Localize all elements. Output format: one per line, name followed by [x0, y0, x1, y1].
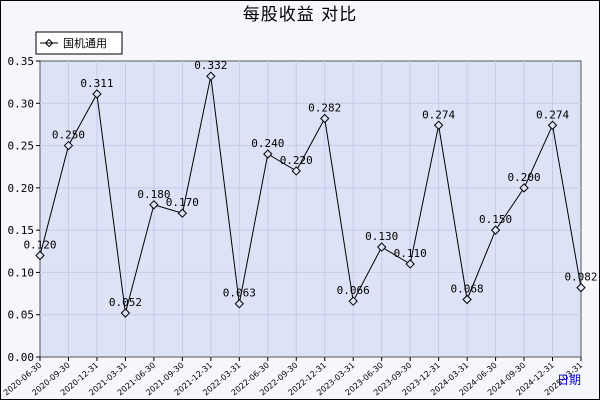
x-axis-label: 日期 — [557, 373, 581, 387]
data-label: 0.066 — [337, 284, 370, 297]
data-label: 0.120 — [23, 239, 56, 252]
grid-lines — [40, 61, 581, 357]
legend-series-name: 国机通用 — [63, 36, 107, 50]
data-point-marker — [519, 183, 529, 193]
legend-box — [35, 31, 123, 55]
data-label: 0.200 — [507, 171, 540, 184]
data-point-marker — [120, 308, 131, 318]
data-point-marker — [376, 242, 387, 252]
data-label: 0.220 — [280, 154, 313, 167]
legend: 国机通用 — [35, 31, 123, 55]
data-point-marker — [177, 208, 188, 218]
data-label: 0.274 — [536, 108, 569, 121]
data-label: 0.250 — [52, 129, 85, 142]
data-point-marker — [490, 225, 501, 235]
data-point-marker — [576, 282, 586, 293]
data-label: 0.068 — [451, 282, 484, 295]
data-label: 0.240 — [251, 137, 284, 150]
y-tick-label: 0.00 — [8, 351, 35, 364]
data-label: 0.082 — [564, 271, 597, 284]
data-markers — [35, 71, 586, 318]
data-label: 0.052 — [109, 296, 142, 309]
y-tick-label: 0.10 — [8, 266, 35, 279]
data-label: 0.150 — [479, 213, 512, 226]
data-label: 0.282 — [308, 102, 341, 115]
data-point-marker — [405, 259, 415, 269]
legend-diamond-icon — [44, 38, 54, 48]
data-point-marker — [547, 120, 558, 130]
y-tick-label: 0.30 — [8, 97, 35, 110]
x-axis: 2020-06-302020-09-302020-12-312021-03-31… — [2, 357, 584, 397]
data-point-marker — [92, 89, 102, 99]
data-point-marker — [462, 294, 472, 305]
data-label: 0.130 — [365, 230, 398, 243]
y-tick-label: 0.05 — [8, 309, 35, 322]
y-tick-label: 0.15 — [8, 224, 35, 237]
data-point-marker — [63, 140, 74, 151]
y-tick-label: 0.25 — [8, 140, 35, 153]
y-tick-label: 0.20 — [8, 182, 35, 195]
data-point-marker — [263, 149, 273, 159]
y-axis: 0.00 0.05 0.10 0.15 0.20 0.25 0.30 0.35 — [8, 55, 40, 364]
data-point-marker — [348, 296, 358, 306]
data-label: 0.110 — [394, 247, 427, 260]
series-line — [39, 76, 582, 314]
data-label: 0.170 — [166, 196, 199, 209]
data-point-marker — [320, 113, 330, 124]
data-point-marker — [149, 200, 159, 210]
data-point-marker — [291, 166, 301, 176]
data-label: 0.274 — [422, 108, 455, 121]
plot-area — [39, 60, 582, 358]
data-label: 0.063 — [223, 287, 256, 300]
data-point-marker — [234, 299, 245, 309]
data-label: 0.180 — [137, 188, 170, 201]
data-label: 0.311 — [80, 77, 113, 90]
data-point-marker — [433, 120, 444, 130]
chart-title: 每股收益 对比 — [243, 5, 357, 25]
data-point-marker — [206, 71, 216, 81]
data-label: 0.332 — [194, 59, 227, 72]
y-tick-label: 0.35 — [8, 55, 35, 68]
data-point-marker — [35, 250, 45, 261]
